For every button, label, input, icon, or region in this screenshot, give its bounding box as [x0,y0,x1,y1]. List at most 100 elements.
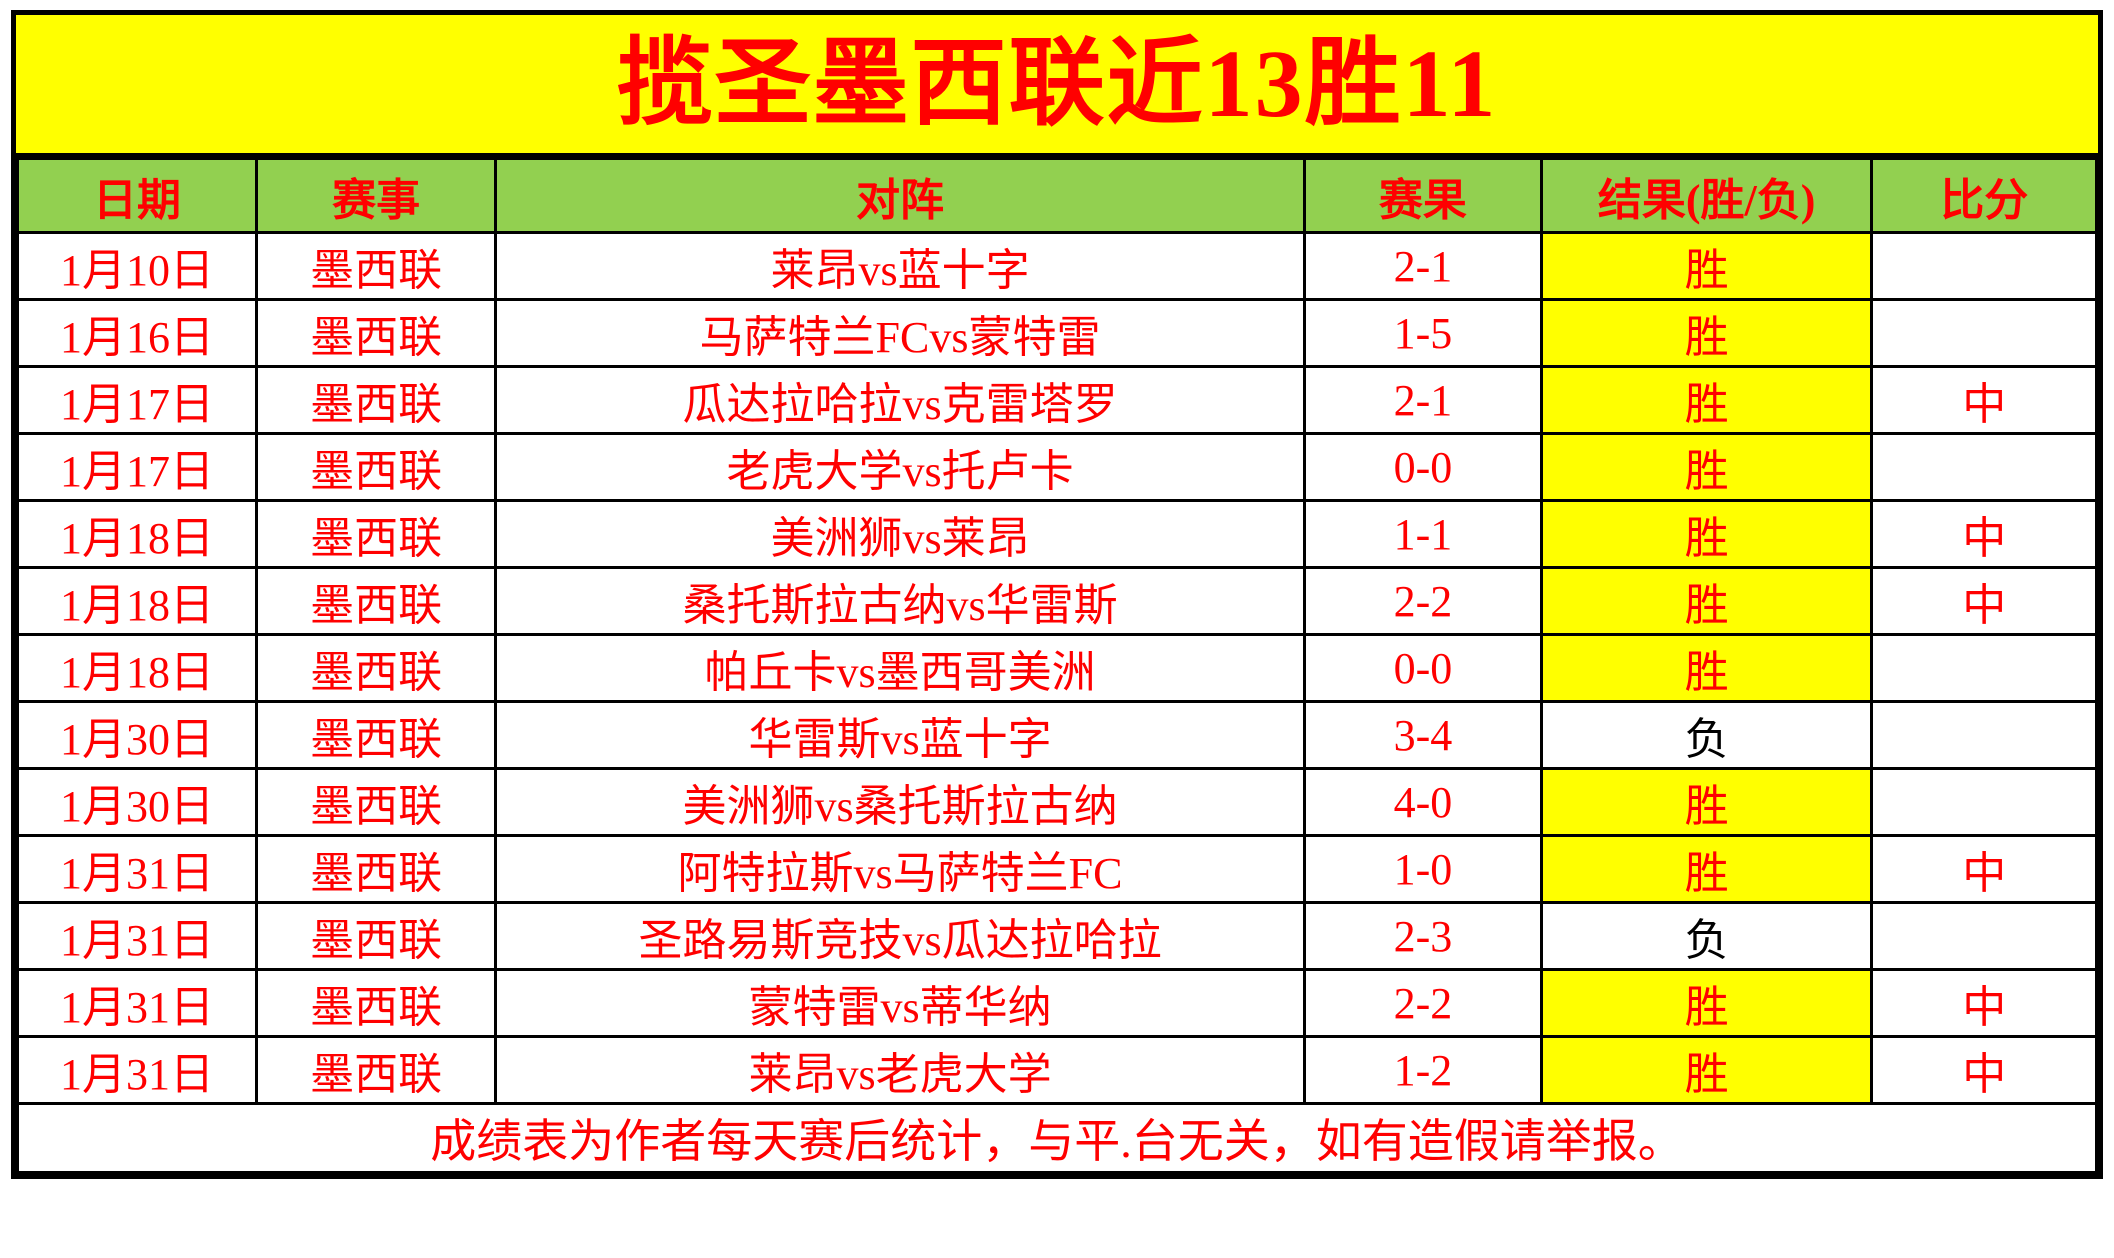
cell-competition: 墨西联 [255,566,498,636]
cell-score: 3-4 [1302,700,1543,770]
cell-match: 莱昂vs蓝十字 [494,231,1306,301]
cell-mark [1870,633,2098,703]
header-row: 日期 赛事 对阵 赛果 结果(胜/负) 比分 [15,157,2098,234]
cell-competition: 墨西联 [255,633,498,703]
footer-row: 成绩表为作者每天赛后统计，与平.台无关，如有造假请举报。 [16,1102,2098,1174]
cell-date: 1月31日 [15,1035,259,1105]
cell-score: 0-0 [1302,432,1543,502]
cell-date: 1月31日 [15,901,259,971]
cell-result: 胜 [1539,1035,1874,1105]
cell-mark: 中 [1870,499,2098,569]
cell-result: 胜 [1539,566,1874,636]
cell-mark: 中 [1870,968,2098,1038]
cell-date: 1月18日 [15,499,259,569]
cell-mark [1870,231,2098,301]
cell-result: 胜 [1539,298,1874,368]
cell-match: 帕丘卡vs墨西哥美洲 [494,633,1306,703]
header-competition: 赛事 [255,157,498,234]
cell-match: 马萨特兰FCvs蒙特雷 [494,298,1306,368]
title-banner: 揽圣墨西联近13胜11 [16,15,2098,157]
cell-date: 1月31日 [15,834,259,904]
cell-result: 胜 [1539,834,1874,904]
cell-match: 圣路易斯竞技vs瓜达拉哈拉 [494,901,1306,971]
cell-mark [1870,767,2098,837]
cell-competition: 墨西联 [255,901,498,971]
cell-result: 负 [1539,700,1874,770]
cell-mark: 中 [1870,834,2098,904]
cell-competition: 墨西联 [255,767,498,837]
header-match: 对阵 [494,157,1306,234]
cell-date: 1月17日 [15,432,259,502]
cell-competition: 墨西联 [255,834,498,904]
cell-competition: 墨西联 [255,432,498,502]
cell-match: 阿特拉斯vs马萨特兰FC [494,834,1306,904]
results-table: 日期 赛事 对阵 赛果 结果(胜/负) 比分 1月10日 墨西联 莱昂vs蓝十字 2-… [15,157,2098,1174]
cell-competition: 墨西联 [255,231,498,301]
cell-competition: 墨西联 [255,499,498,569]
cell-mark: 中 [1870,365,2098,435]
table-row: 1月30日 墨西联 美洲狮vs桑托斯拉古纳 4-0 胜 [15,767,2098,837]
cell-match: 蒙特雷vs蒂华纳 [494,968,1306,1038]
cell-score: 0-0 [1302,633,1543,703]
cell-result: 胜 [1539,499,1874,569]
cell-result: 负 [1539,901,1874,971]
cell-result: 胜 [1539,968,1874,1038]
cell-score: 1-1 [1302,499,1543,569]
cell-match: 美洲狮vs桑托斯拉古纳 [494,767,1306,837]
cell-result: 胜 [1539,432,1874,502]
cell-score: 2-2 [1302,566,1543,636]
header-date: 日期 [15,157,259,234]
cell-date: 1月17日 [15,365,259,435]
table-row: 1月18日 墨西联 美洲狮vs莱昂 1-1 胜中 [15,499,2098,569]
cell-result: 胜 [1539,633,1874,703]
cell-date: 1月16日 [15,298,259,368]
table-row: 1月17日 墨西联 瓜达拉哈拉vs克雷塔罗 2-1 胜中 [15,365,2098,435]
cell-date: 1月30日 [15,767,259,837]
header-result: 结果(胜/负) [1539,157,1874,234]
cell-date: 1月30日 [15,700,259,770]
cell-match: 瓜达拉哈拉vs克雷塔罗 [494,365,1306,435]
table-row: 1月31日 墨西联 蒙特雷vs蒂华纳 2-2 胜中 [15,968,2098,1038]
cell-score: 1-5 [1302,298,1543,368]
table-row: 1月31日 墨西联 莱昂vs老虎大学 1-2 胜中 [15,1035,2098,1105]
table-row: 1月10日 墨西联 莱昂vs蓝十字 2-1 胜 [15,231,2098,301]
results-board: 揽圣墨西联近13胜11 日期 赛事 对阵 赛果 结果(胜/负) 比分 1月10日… [11,10,2103,1179]
cell-result: 胜 [1539,767,1874,837]
header-score: 赛果 [1302,157,1543,234]
cell-competition: 墨西联 [255,968,498,1038]
cell-score: 2-1 [1302,231,1543,301]
cell-competition: 墨西联 [255,700,498,770]
cell-match: 桑托斯拉古纳vs华雷斯 [494,566,1306,636]
table-row: 1月16日 墨西联 马萨特兰FCvs蒙特雷 1-5 胜 [15,298,2098,368]
cell-score: 1-2 [1302,1035,1543,1105]
table-row: 1月31日 墨西联 圣路易斯竞技vs瓜达拉哈拉 2-3 负 [15,901,2098,971]
table-row: 1月18日 墨西联 桑托斯拉古纳vs华雷斯 2-2 胜中 [15,566,2098,636]
cell-date: 1月18日 [15,566,259,636]
cell-score: 4-0 [1302,767,1543,837]
header-mark: 比分 [1870,157,2098,234]
cell-mark: 中 [1870,566,2098,636]
cell-competition: 墨西联 [255,298,498,368]
cell-score: 2-3 [1302,901,1543,971]
cell-match: 美洲狮vs莱昂 [494,499,1306,569]
cell-mark [1870,901,2098,971]
cell-mark [1870,298,2098,368]
cell-result: 胜 [1539,231,1874,301]
cell-mark: 中 [1870,1035,2098,1105]
cell-mark [1870,700,2098,770]
table-row: 1月30日 墨西联 华雷斯vs蓝十字 3-4 负 [15,700,2098,770]
cell-score: 2-2 [1302,968,1543,1038]
cell-competition: 墨西联 [255,1035,498,1105]
cell-match: 老虎大学vs托卢卡 [494,432,1306,502]
cell-date: 1月31日 [15,968,259,1038]
cell-result: 胜 [1539,365,1874,435]
table-row: 1月31日 墨西联 阿特拉斯vs马萨特兰FC 1-0 胜中 [15,834,2098,904]
table-row: 1月18日 墨西联 帕丘卡vs墨西哥美洲 0-0 胜 [15,633,2098,703]
cell-competition: 墨西联 [255,365,498,435]
page-title: 揽圣墨西联近13胜11 [616,30,1498,137]
cell-match: 华雷斯vs蓝十字 [494,700,1306,770]
cell-match: 莱昂vs老虎大学 [494,1035,1306,1105]
table-row: 1月17日 墨西联 老虎大学vs托卢卡 0-0 胜 [15,432,2098,502]
cell-date: 1月18日 [15,633,259,703]
cell-mark [1870,432,2098,502]
